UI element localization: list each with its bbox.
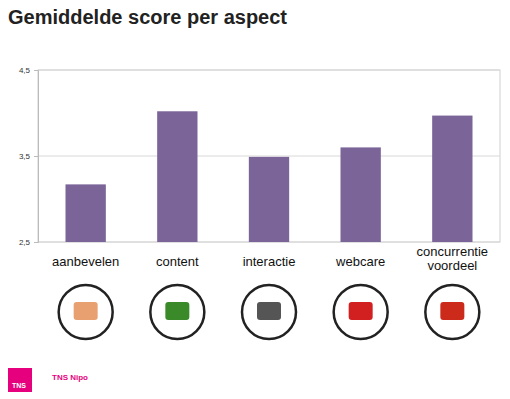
x-tick-label: concurrentievoordeel [417, 244, 489, 273]
grid-line [38, 70, 500, 71]
icon-glyph [440, 302, 464, 320]
chart: Gemiddelde score per aspect 2,5 3,5 4,5 aanb… [0, 0, 510, 399]
icon-glyph [257, 302, 281, 320]
grid-line [38, 156, 500, 157]
icon-glyph [165, 302, 189, 320]
plot-frame [38, 70, 500, 242]
source: TNS Nipo [52, 373, 88, 382]
logo-text: TNS [12, 382, 26, 389]
y-tick-mark [34, 70, 38, 71]
bar [341, 147, 381, 242]
y-tick: 3,5 [19, 152, 38, 161]
y-tick-mark [34, 156, 38, 157]
icon [150, 285, 204, 339]
title: Gemiddelde score per aspect [8, 6, 287, 28]
y-tick-mark [34, 242, 38, 243]
icon-glyph [74, 302, 98, 320]
icon-circle [150, 285, 204, 339]
x-axis: aanbevelen content interactie webcare concur… [52, 244, 488, 273]
y-axis: 2,5 3,5 4,5 [19, 66, 39, 247]
y-tick-label: 4,5 [19, 66, 31, 75]
grid [38, 70, 500, 242]
icon-circle [242, 285, 296, 339]
y-tick: 4,5 [19, 66, 38, 75]
bars [66, 111, 473, 242]
x-tick-label: content [156, 254, 199, 269]
icon [242, 285, 296, 339]
y-axis-line [34, 71, 39, 243]
x-tick-label: interactie [243, 254, 296, 269]
bar [66, 184, 106, 242]
icon [334, 285, 388, 339]
logo [8, 368, 32, 392]
x-tick-label: aanbevelen [52, 254, 119, 269]
bar [432, 116, 472, 242]
icon-glyph [349, 302, 373, 320]
y-tick-label: 3,5 [19, 152, 31, 161]
icon-circle [425, 285, 479, 339]
x-tick-label: webcare [335, 254, 385, 269]
y-tick: 2,5 [19, 238, 38, 247]
icon-circle [334, 285, 388, 339]
bar [157, 111, 197, 242]
bar [249, 157, 289, 242]
y-tick-label: 2,5 [19, 238, 31, 247]
icons [59, 285, 480, 339]
icon-circle [59, 285, 113, 339]
icon [425, 285, 479, 339]
icon [59, 285, 113, 339]
